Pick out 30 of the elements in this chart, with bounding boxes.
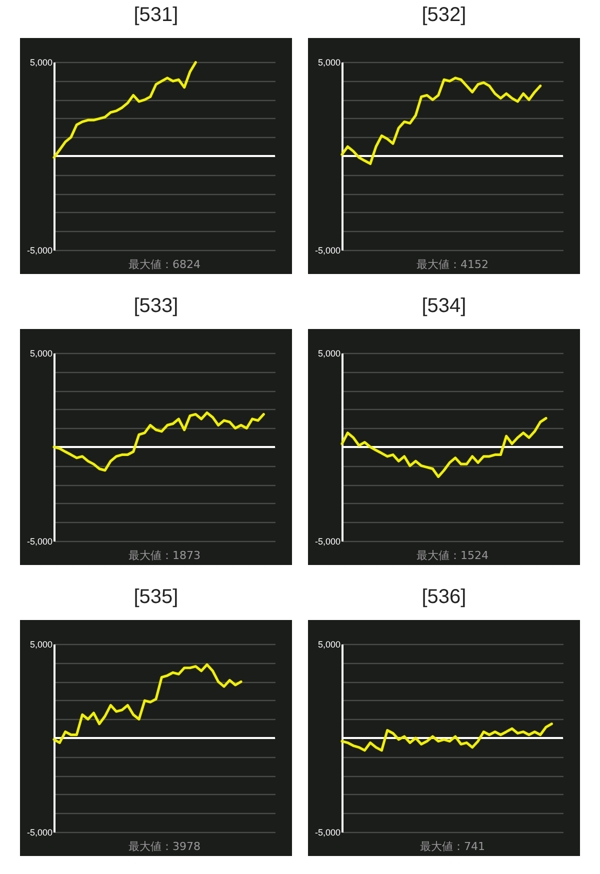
y-tick-label: 5,000 <box>318 640 340 650</box>
y-tick-label: 5,000 <box>318 58 340 68</box>
text: 最大値：1873 <box>128 549 200 562</box>
line-series <box>52 411 265 472</box>
line-series <box>340 416 548 478</box>
line-series <box>52 61 197 159</box>
chart-title: [535] <box>132 585 180 610</box>
chart-title: [533] <box>132 294 180 319</box>
text: 最大値：3978 <box>128 840 200 853</box>
y-tick-label: -5,000 <box>26 536 52 546</box>
line-series <box>340 76 542 166</box>
line-series <box>52 663 242 744</box>
chart-title: [531] <box>132 3 180 28</box>
text: 最大値：1524 <box>416 549 488 562</box>
y-tick-label: 5,000 <box>318 348 340 358</box>
chart-title: [534] <box>420 294 468 319</box>
text: 最大値：6824 <box>128 258 200 271</box>
y-tick-label: 5,000 <box>30 348 52 358</box>
y-tick-label: -5,000 <box>314 246 340 256</box>
line-series <box>340 722 553 752</box>
text: 最大値：4152 <box>416 258 488 271</box>
y-tick-label: 5,000 <box>30 58 52 68</box>
y-tick-label: -5,000 <box>314 828 340 838</box>
y-tick-label: -5,000 <box>26 828 52 838</box>
y-tick-label: 5,000 <box>30 640 52 650</box>
y-tick-label: -5,000 <box>26 246 52 256</box>
text: 最大値：741 <box>420 840 485 853</box>
chart-title: [536] <box>420 585 468 610</box>
chart-title: [532] <box>420 3 468 28</box>
y-tick-label: -5,000 <box>314 536 340 546</box>
